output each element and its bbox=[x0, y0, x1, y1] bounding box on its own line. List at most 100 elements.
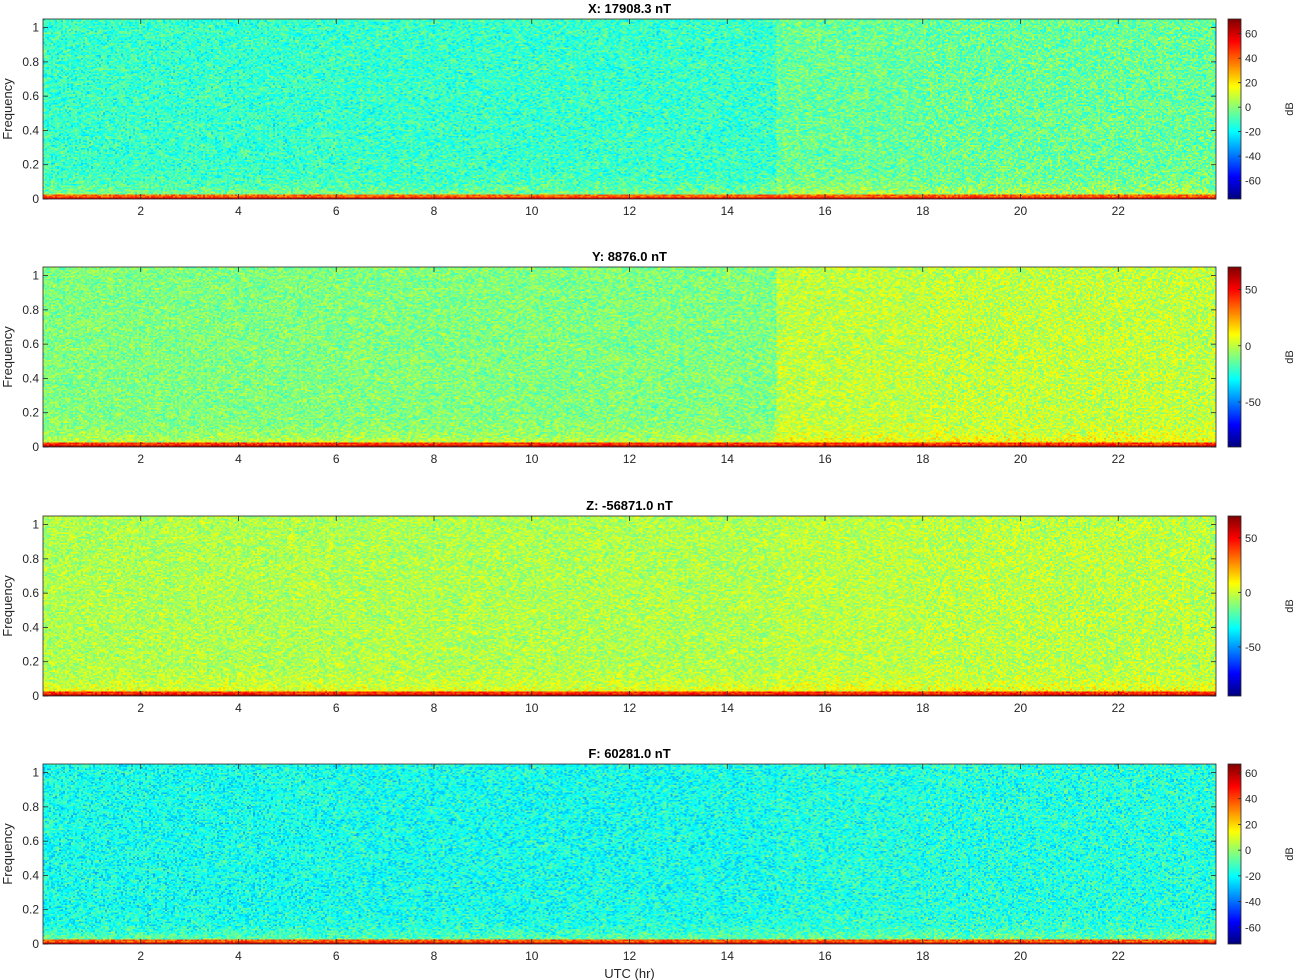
colorbar-label: dB bbox=[1284, 847, 1296, 860]
y-tick-label: 0.8 bbox=[22, 800, 39, 814]
y-axis-label: Frequency bbox=[0, 575, 15, 637]
x-tick-label: 20 bbox=[1014, 204, 1028, 218]
x-tick-label: 20 bbox=[1014, 949, 1028, 963]
y-tick-label: 0 bbox=[32, 192, 39, 206]
colorbar-frame bbox=[1227, 763, 1242, 945]
colorbar-tick-label: -20 bbox=[1245, 127, 1261, 139]
spectrogram-panel-1: X: 17908.3 nT2 4 6 8 10 12 14 16 18 20 2200.20.40.… bbox=[0, 1, 1296, 218]
x-tick-label: 14 bbox=[721, 949, 735, 963]
y-tick-label: 0.6 bbox=[22, 337, 39, 351]
x-tick-label: 8 bbox=[431, 204, 438, 218]
x-tick-label: 6 bbox=[333, 949, 340, 963]
x-tick-label: 10 bbox=[525, 701, 539, 715]
y-tick-label: 0.4 bbox=[22, 868, 39, 882]
x-tick-label: 14 bbox=[721, 701, 735, 715]
colorbar bbox=[1228, 764, 1241, 944]
colorbar-label: dB bbox=[1284, 102, 1296, 115]
panel-title: F: 60281.0 nT bbox=[588, 746, 670, 761]
colorbar-tick-label: -60 bbox=[1245, 176, 1261, 188]
colorbar-label: dB bbox=[1284, 599, 1296, 612]
x-tick-label: 10 bbox=[525, 452, 539, 466]
y-axis-label: Frequency bbox=[0, 78, 15, 140]
y-tick-label: 0.4 bbox=[22, 371, 39, 385]
colorbar-tick-label: 0 bbox=[1245, 102, 1251, 114]
colorbar-label: dB bbox=[1284, 350, 1296, 363]
y-tick-label: 0.8 bbox=[22, 552, 39, 566]
x-tick-label: 14 bbox=[721, 204, 735, 218]
spectrogram-heatmap bbox=[43, 516, 1216, 696]
spectrogram-heatmap bbox=[43, 19, 1216, 199]
x-tick-label: 10 bbox=[525, 204, 539, 218]
colorbar bbox=[1228, 516, 1241, 696]
x-tick-label: 12 bbox=[623, 452, 637, 466]
y-tick-label: 0.2 bbox=[22, 655, 39, 669]
colorbar-tick-label: -50 bbox=[1245, 397, 1261, 409]
colorbar-frame bbox=[1227, 18, 1242, 200]
x-tick-label: 18 bbox=[916, 949, 930, 963]
x-tick-label: 2 bbox=[137, 204, 144, 218]
y-tick-label: 0.8 bbox=[22, 55, 39, 69]
x-tick-label: 22 bbox=[1112, 452, 1126, 466]
colorbar-tick-label: 60 bbox=[1245, 29, 1257, 41]
spectrogram-heatmap bbox=[43, 764, 1216, 944]
spectrogram-panel-3: Z: -56871.0 nT2 4 6 8 10 12 14 16 18 20 2200.20.40… bbox=[0, 498, 1296, 715]
x-tick-label: 18 bbox=[916, 204, 930, 218]
x-tick-label: 22 bbox=[1112, 204, 1126, 218]
y-tick-label: 0.2 bbox=[22, 158, 39, 172]
x-tick-label: 16 bbox=[818, 949, 832, 963]
colorbar-tick-label: 50 bbox=[1245, 533, 1257, 545]
colorbar-tick-label: 20 bbox=[1245, 78, 1257, 90]
spectrogram-heatmap bbox=[43, 267, 1216, 447]
x-tick-label: 6 bbox=[333, 452, 340, 466]
colorbar-tick-label: 60 bbox=[1245, 768, 1257, 780]
colorbar-tick-label: -20 bbox=[1245, 871, 1261, 883]
x-tick-label: 14 bbox=[721, 452, 735, 466]
x-tick-label: 18 bbox=[916, 701, 930, 715]
y-tick-label: 0 bbox=[32, 440, 39, 454]
panel-title: Z: -56871.0 nT bbox=[586, 498, 673, 513]
y-tick-label: 0.2 bbox=[22, 903, 39, 917]
x-axis-label: UTC (hr) bbox=[604, 966, 655, 980]
y-tick-label: 1 bbox=[32, 269, 39, 283]
panel-title: Y: 8876.0 nT bbox=[592, 249, 667, 264]
x-tick-label: 6 bbox=[333, 701, 340, 715]
colorbar bbox=[1228, 19, 1241, 199]
y-tick-label: 0.6 bbox=[22, 89, 39, 103]
colorbar-frame bbox=[1227, 266, 1242, 448]
y-axis-label: Frequency bbox=[0, 326, 15, 388]
colorbar-tick-label: 50 bbox=[1245, 285, 1257, 297]
x-tick-label: 8 bbox=[431, 949, 438, 963]
y-tick-label: 1 bbox=[32, 766, 39, 780]
colorbar-tick-label: -40 bbox=[1245, 897, 1261, 909]
y-axis-label: Frequency bbox=[0, 823, 15, 885]
y-tick-label: 0 bbox=[32, 689, 39, 703]
y-tick-label: 0.6 bbox=[22, 834, 39, 848]
y-tick-label: 0.4 bbox=[22, 123, 39, 137]
x-tick-label: 22 bbox=[1112, 701, 1126, 715]
x-tick-label: 8 bbox=[431, 452, 438, 466]
colorbar-tick-label: -50 bbox=[1245, 642, 1261, 654]
x-tick-label: 2 bbox=[137, 949, 144, 963]
y-tick-label: 0.4 bbox=[22, 620, 39, 634]
y-tick-label: 0.2 bbox=[22, 406, 39, 420]
y-tick-label: 1 bbox=[32, 518, 39, 532]
x-tick-label: 16 bbox=[818, 204, 832, 218]
x-tick-label: 12 bbox=[623, 204, 637, 218]
spectrogram-panel-4: F: 60281.0 nT2 4 6 8 10 12 14 16 18 20 2200.20.40.… bbox=[0, 746, 1296, 980]
x-tick-label: 22 bbox=[1112, 949, 1126, 963]
panel-title: X: 17908.3 nT bbox=[588, 1, 671, 16]
colorbar-tick-label: -40 bbox=[1245, 151, 1261, 163]
x-tick-label: 12 bbox=[623, 701, 637, 715]
x-tick-label: 20 bbox=[1014, 701, 1028, 715]
y-tick-label: 0.8 bbox=[22, 303, 39, 317]
x-tick-label: 2 bbox=[137, 701, 144, 715]
x-tick-label: 6 bbox=[333, 204, 340, 218]
y-tick-label: 1 bbox=[32, 21, 39, 35]
colorbar bbox=[1228, 267, 1241, 447]
x-tick-label: 16 bbox=[818, 701, 832, 715]
y-tick-label: 0 bbox=[32, 937, 39, 951]
x-tick-label: 12 bbox=[623, 949, 637, 963]
x-tick-label: 8 bbox=[431, 701, 438, 715]
colorbar-tick-label: 40 bbox=[1245, 53, 1257, 65]
colorbar-tick-label: -60 bbox=[1245, 922, 1261, 934]
